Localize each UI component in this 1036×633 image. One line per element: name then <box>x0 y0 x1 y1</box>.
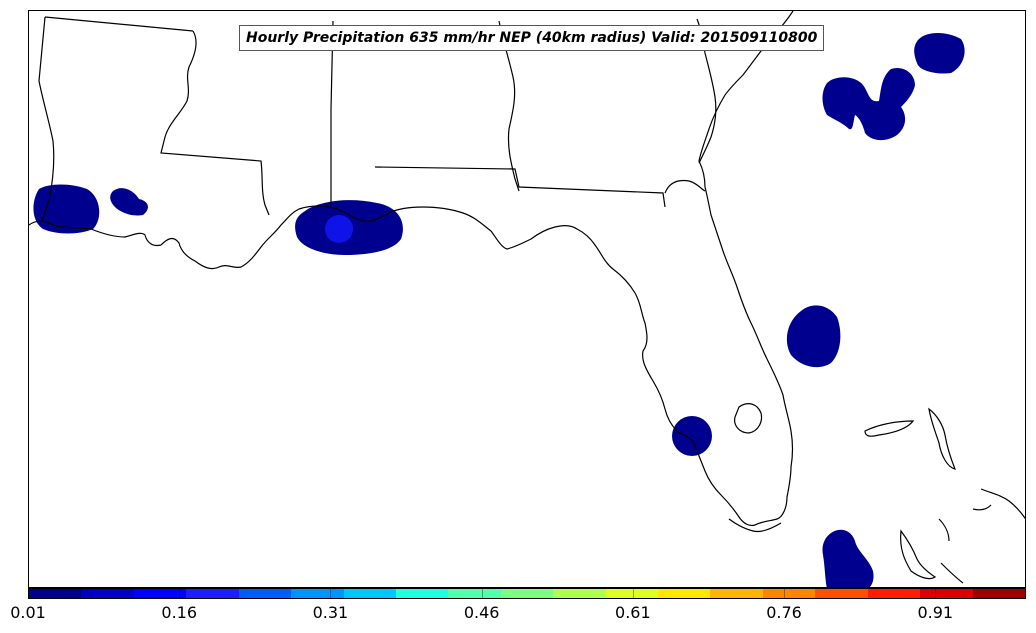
colorbar-tick-mark <box>330 588 332 599</box>
louisiana-west-border <box>38 16 55 224</box>
precip-area-atlantic-north-2 <box>822 67 915 141</box>
georgia-florida-border <box>664 179 706 194</box>
colorbar-tick-label: 0.61 <box>615 603 651 622</box>
colorbar <box>28 588 1026 599</box>
basemap-layer <box>29 11 1025 584</box>
colorbar-segment <box>920 589 973 598</box>
precip-area-atlantic-central <box>786 305 841 368</box>
map-panel: Hourly Precipitation 635 mm/hr NEP (40km… <box>28 10 1026 588</box>
precip-peak-mississippi-coast <box>325 215 353 243</box>
colorbar-segment <box>29 589 82 598</box>
bahamas-abaco <box>928 407 956 470</box>
bahamas-andros <box>900 529 937 580</box>
colorbar-tick-mark <box>935 588 937 599</box>
gulf-coastline <box>29 11 794 527</box>
colorbar-tick-label: 0.76 <box>766 603 802 622</box>
colorbar-segment <box>500 589 554 598</box>
colorbar-tick-mark <box>481 588 483 599</box>
precip-area-louisiana-west <box>33 184 100 234</box>
precip-layer <box>33 33 965 587</box>
colorbar-tick-mark <box>784 588 786 599</box>
colorbar-segment <box>448 589 501 598</box>
colorbar-segment <box>762 589 816 598</box>
colorbar-tick-label: 0.16 <box>161 603 198 622</box>
bahamas-eleuthera <box>980 488 1025 520</box>
precip-area-louisiana-east <box>110 188 148 216</box>
mississippi-river-border <box>160 30 270 216</box>
precip-area-bahamas-south <box>822 529 874 587</box>
colorbar-tick-label: 0.46 <box>463 603 500 622</box>
bahamas-exuma <box>938 518 964 584</box>
colorbar-segment <box>238 589 292 598</box>
colorbar-segment <box>81 589 134 598</box>
colorbar-tick-label: 0.31 <box>312 603 349 622</box>
bahamas-cat-island <box>972 504 992 511</box>
lake-okeechobee <box>734 403 763 434</box>
precip-area-atlantic-north-1 <box>914 33 965 74</box>
colorbar-segment <box>867 589 921 598</box>
colorbar-tick-label: 0.91 <box>917 603 954 622</box>
colorbar-segment <box>343 589 396 598</box>
colorbar-tick-mark <box>632 588 634 599</box>
florida-panhandle-border <box>374 166 666 208</box>
colorbar-tick-label: 0.01 <box>10 603 46 622</box>
colorbar-segment <box>186 589 239 598</box>
colorbar-segment <box>815 589 868 598</box>
colorbar-segment <box>133 589 187 598</box>
colorbar-tick-mark <box>179 588 181 599</box>
map-canvas <box>29 11 1025 587</box>
colorbar-segment <box>972 589 1026 598</box>
colorbar-segment <box>553 589 606 598</box>
colorbar-segment <box>658 589 711 598</box>
colorbar-segment <box>710 589 763 598</box>
bahamas-grand <box>864 420 915 437</box>
florida-keys <box>728 518 782 533</box>
precip-area-florida-southwest <box>672 416 712 456</box>
map-title: Hourly Precipitation 635 mm/hr NEP (40km… <box>239 25 825 51</box>
colorbar-segment <box>291 589 344 598</box>
louisiana-arkansas-border <box>44 16 194 32</box>
colorbar-segment <box>395 589 449 598</box>
colorbar-segment <box>605 589 659 598</box>
